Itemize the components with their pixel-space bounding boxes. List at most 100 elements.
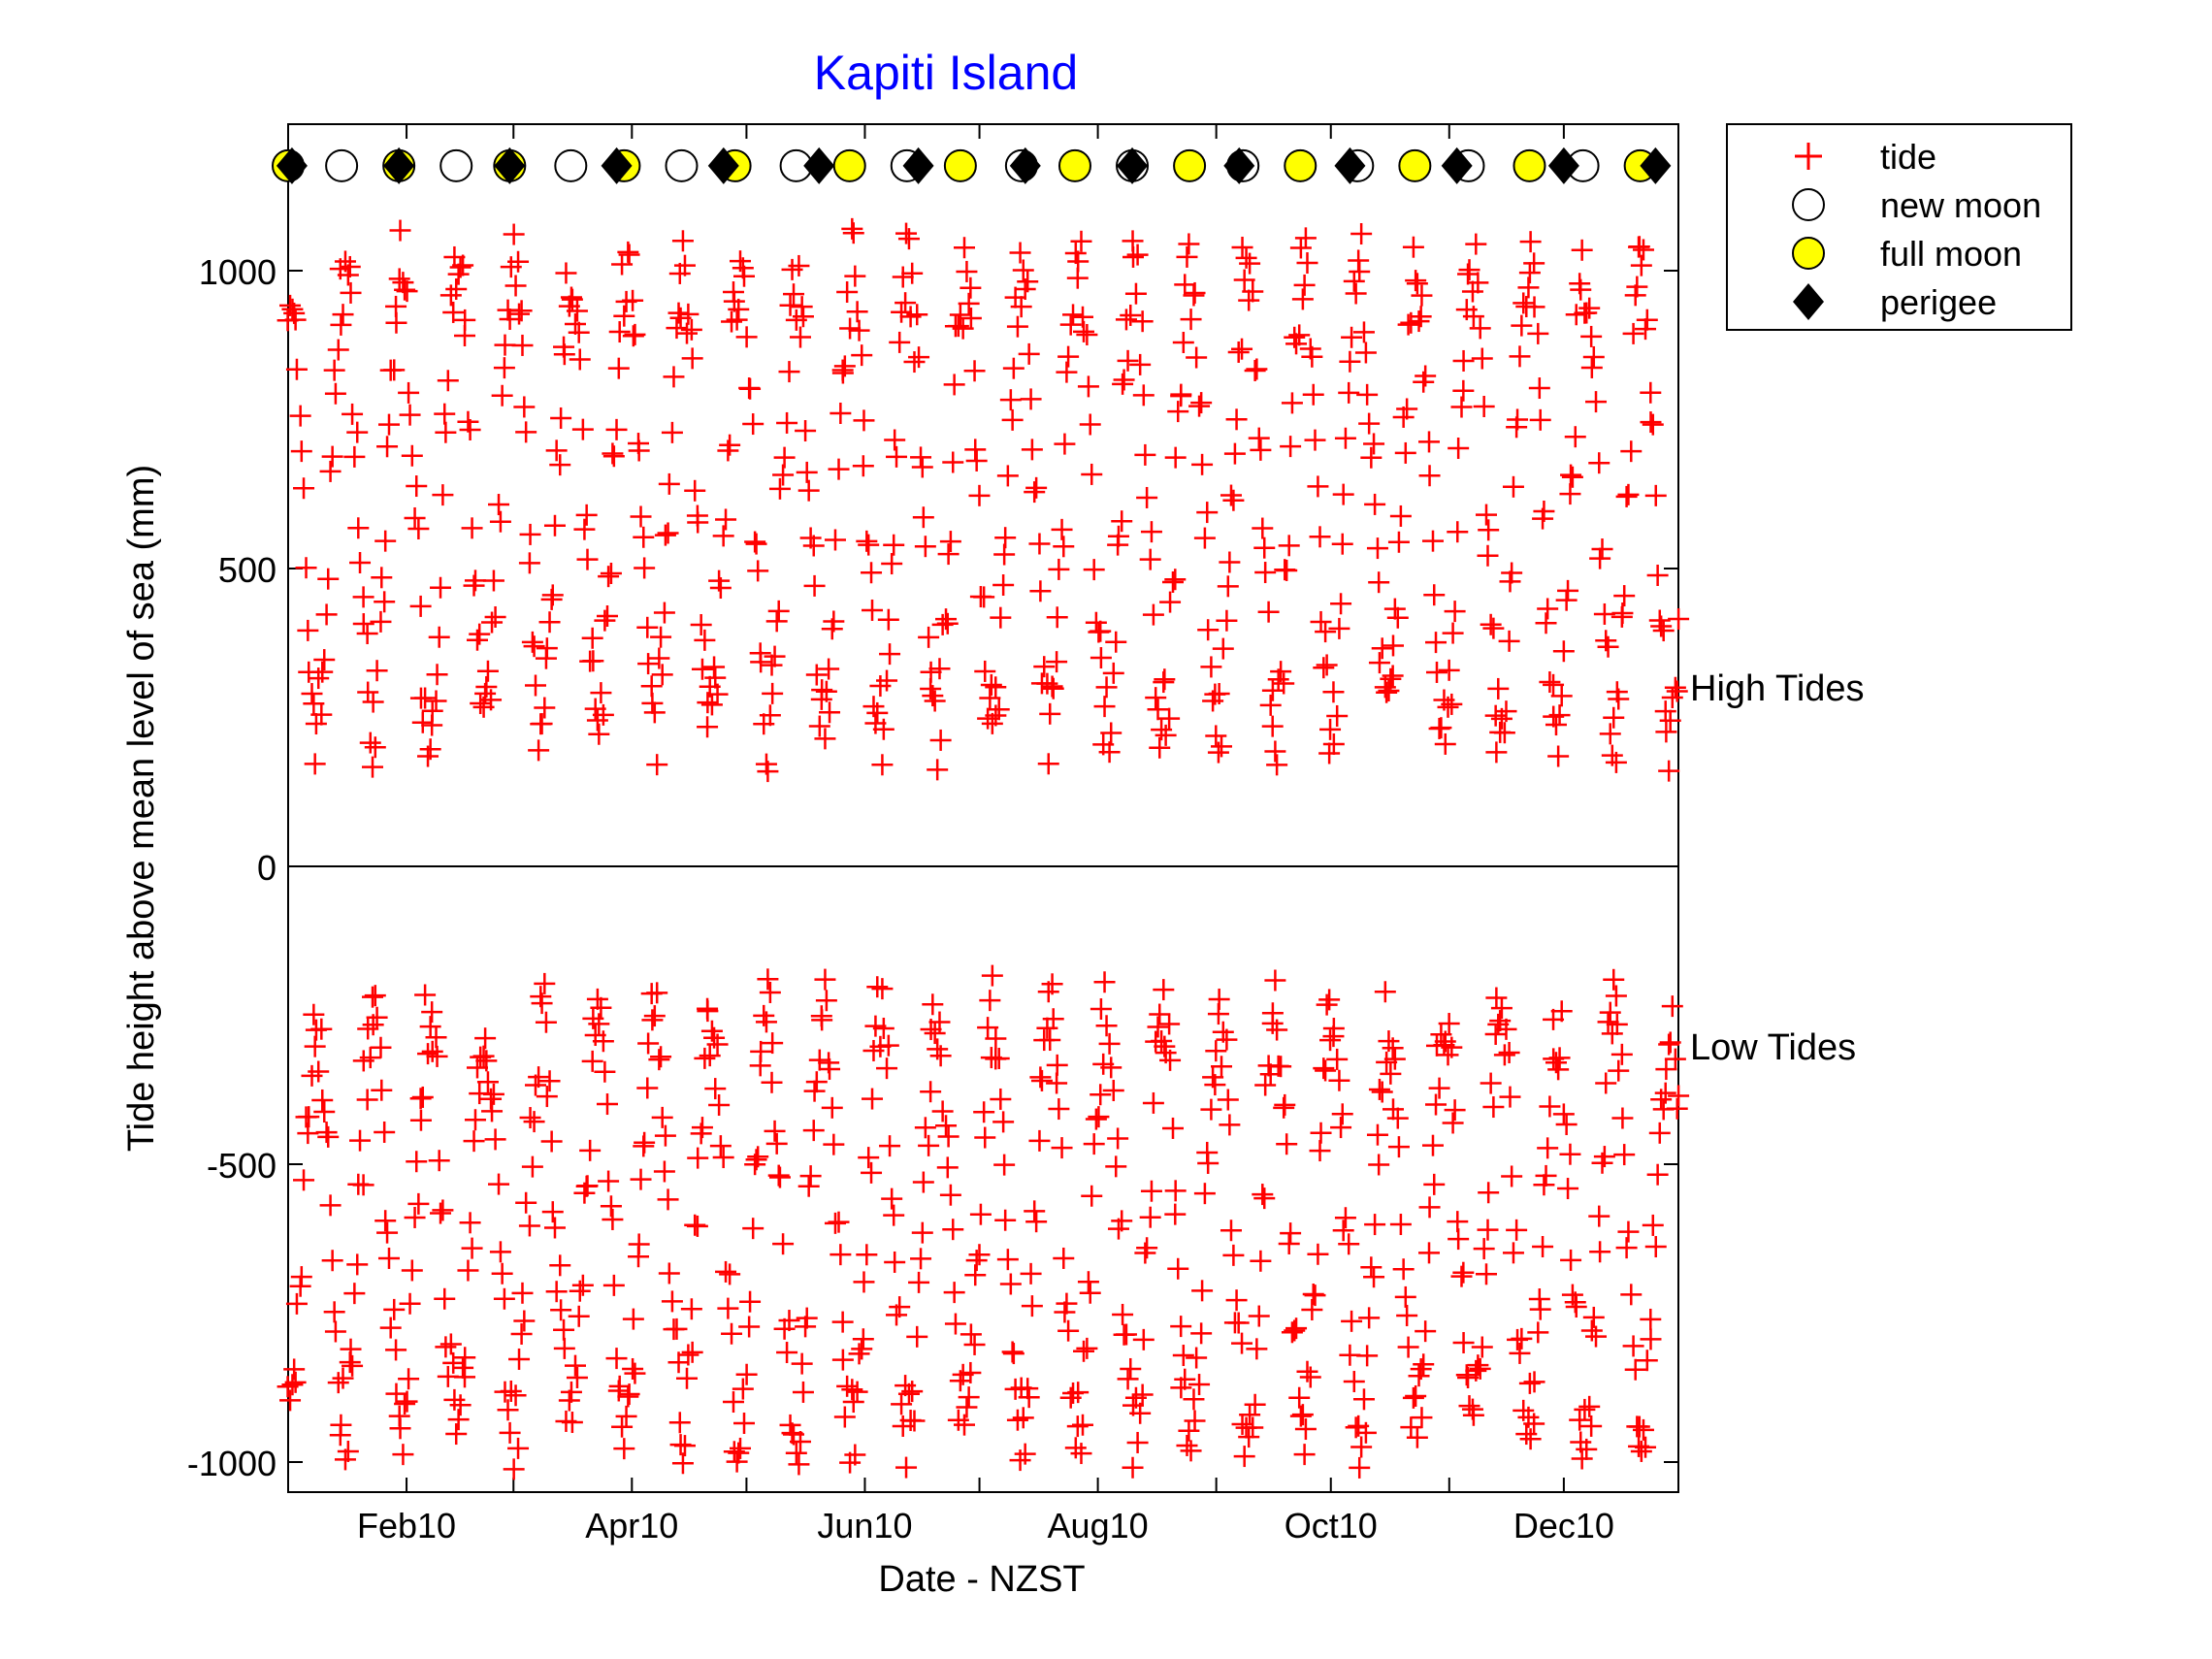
tide-point [1350, 1436, 1373, 1458]
tide-point [1571, 239, 1593, 261]
tide-point [435, 421, 457, 443]
tide-point [772, 464, 795, 486]
tide-point [833, 355, 856, 377]
tide-point [1386, 1107, 1409, 1129]
tide-point [598, 566, 620, 588]
tide-point [1244, 1393, 1266, 1415]
tide-point [407, 518, 430, 540]
tide-point [634, 557, 656, 579]
tide-point [1585, 391, 1608, 413]
tide-point [691, 1117, 713, 1139]
tide-point [1239, 252, 1261, 275]
tide-point [877, 608, 899, 631]
tide-point [953, 1414, 975, 1436]
tide-point [464, 1109, 486, 1131]
tide-point [1276, 1133, 1298, 1155]
tide-point [561, 288, 583, 310]
tide-point [1149, 736, 1171, 759]
tide-point [911, 456, 933, 478]
tide-point [1316, 654, 1338, 676]
tide-point [340, 281, 362, 304]
tide-point [815, 990, 837, 1012]
tide-point [1142, 1091, 1164, 1114]
tide-point [1095, 676, 1118, 699]
tide-point [404, 506, 426, 529]
tide-point [739, 1290, 762, 1313]
tide-point [1239, 1404, 1261, 1426]
tide-point [1145, 687, 1167, 709]
tide-point [795, 1316, 817, 1338]
tide-point [1100, 722, 1122, 744]
tide-point [651, 664, 673, 686]
tide-point [879, 1135, 901, 1157]
tide-point [1648, 609, 1671, 632]
tide-point [534, 972, 556, 994]
tide-point [1178, 233, 1200, 255]
tide-point [1056, 1292, 1078, 1315]
tide-point [1208, 988, 1230, 1010]
tide-point [324, 382, 346, 405]
tide-point [1159, 1049, 1182, 1071]
tide-point [897, 228, 920, 250]
tide-point [853, 409, 875, 432]
tide-point [1328, 1069, 1350, 1091]
tide-point [303, 1003, 325, 1025]
tide-point [846, 301, 868, 323]
tide-point [994, 527, 1017, 549]
tide-point [1382, 1037, 1404, 1059]
tide-point [1371, 1081, 1393, 1103]
tide-point [1315, 1059, 1337, 1082]
tide-point [992, 574, 1015, 597]
tide-point [929, 729, 952, 751]
tide-point [1310, 1122, 1332, 1144]
tide-point [594, 609, 616, 632]
tide-point [761, 1071, 783, 1093]
tide-point [866, 976, 889, 998]
tide-point [1593, 1146, 1615, 1168]
tide-point [519, 1107, 541, 1129]
tide-point [1170, 1316, 1192, 1338]
tide-point [1509, 345, 1531, 368]
tide-point [313, 649, 336, 671]
tide-point [1057, 345, 1080, 368]
tide-point [1066, 1415, 1089, 1438]
tide-point [1062, 304, 1085, 326]
tide-point [581, 627, 603, 649]
tide-point [646, 754, 668, 776]
tide-point [1642, 1214, 1664, 1236]
tide-point [611, 1415, 634, 1438]
tide-point [1170, 383, 1192, 406]
tide-point [1090, 647, 1112, 669]
tide-point [1113, 369, 1135, 391]
tide-point [346, 1253, 369, 1276]
tide-point [1345, 1416, 1367, 1439]
tide-point [457, 1259, 479, 1282]
tide-point [704, 1078, 727, 1100]
tide-point [687, 1147, 709, 1169]
tide-point [1620, 1284, 1643, 1306]
tide-point [1465, 233, 1487, 255]
tide-point [988, 699, 1010, 721]
tide-point [305, 713, 327, 735]
tide-point [1593, 602, 1615, 625]
tide-point [521, 1155, 543, 1178]
tide-point [1274, 1093, 1296, 1116]
tide-point [1613, 1144, 1636, 1166]
tide-point [1410, 306, 1432, 328]
tide-point [1580, 325, 1603, 347]
tide-point [1502, 1242, 1524, 1264]
tide-point [525, 674, 547, 697]
tide-point [811, 679, 833, 701]
tide-point [1216, 1028, 1238, 1051]
tide-point [1205, 1040, 1227, 1062]
tide-point [960, 1361, 982, 1383]
tide-point [1632, 239, 1654, 261]
tide-point [1493, 1044, 1515, 1066]
tide-point [1122, 245, 1145, 268]
tide-point [503, 1458, 525, 1480]
tide-point [319, 1194, 342, 1217]
tide-point [671, 1452, 694, 1475]
tide-point [1293, 274, 1316, 296]
tide-point [454, 1366, 476, 1388]
tide-point [1664, 676, 1686, 699]
